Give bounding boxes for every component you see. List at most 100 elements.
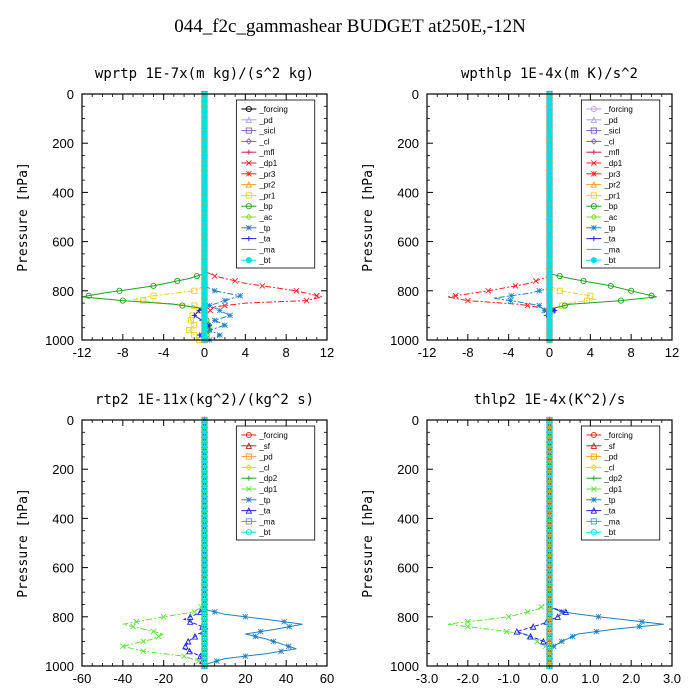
legend-label: _pr1 bbox=[258, 191, 276, 200]
legend-label: _pd bbox=[258, 116, 272, 125]
legend-entry: _dp2 bbox=[586, 474, 623, 483]
series-marker bbox=[184, 637, 192, 645]
legend-marker bbox=[245, 506, 253, 514]
legend-marker bbox=[590, 116, 598, 123]
legend-marker bbox=[246, 149, 252, 155]
series-marker bbox=[303, 297, 310, 304]
legend-marker bbox=[245, 180, 253, 188]
legend-marker bbox=[590, 257, 597, 264]
legend-entry: _bt bbox=[586, 528, 616, 537]
series-marker bbox=[191, 632, 199, 640]
y-tick-label: 1000 bbox=[45, 659, 74, 674]
panel-title: rtp2 1E-11x(kg^2)/(kg^2 s) bbox=[95, 392, 314, 408]
legend-marker bbox=[245, 518, 252, 525]
series-marker bbox=[201, 100, 208, 107]
series-marker bbox=[293, 287, 300, 294]
x-tick-label: -60 bbox=[73, 671, 92, 686]
y-axis-label: Pressure [hPa] bbox=[16, 488, 31, 598]
legend-entry: _mfl bbox=[241, 148, 275, 157]
legend-label: _sf bbox=[603, 442, 615, 451]
legend-entry: _tp bbox=[586, 496, 616, 505]
series-marker bbox=[593, 628, 600, 635]
legend-label: _bt bbox=[603, 256, 616, 265]
series-marker bbox=[546, 317, 553, 324]
legend-entry: _bp bbox=[586, 202, 618, 211]
legend-label: _tp bbox=[258, 224, 271, 233]
legend-label: _forcing bbox=[603, 105, 632, 114]
series-marker bbox=[536, 302, 543, 309]
legend-label: _ac bbox=[603, 213, 617, 222]
series-marker bbox=[201, 184, 208, 191]
legend-label: _ta bbox=[258, 507, 271, 516]
budget-panel-4: thlp2 1E-4x(K^2)/s Pressure [hPa] -3.0 -2.0… bbox=[361, 392, 681, 686]
legend-entry: _bt bbox=[241, 256, 271, 265]
x-tick-label: 2.0 bbox=[622, 671, 640, 686]
series-marker bbox=[155, 633, 162, 640]
series-marker bbox=[558, 638, 565, 645]
legend-entry: _tp bbox=[586, 224, 616, 233]
series-marker bbox=[636, 623, 643, 630]
series-marker bbox=[201, 243, 208, 250]
series-marker bbox=[503, 628, 510, 635]
series-marker bbox=[201, 164, 208, 171]
series-marker bbox=[191, 608, 198, 615]
series-marker bbox=[546, 199, 553, 206]
series-marker bbox=[211, 287, 218, 294]
series-marker bbox=[150, 282, 157, 289]
y-tick-label: 0 bbox=[412, 413, 419, 428]
x-tick-label: 12 bbox=[320, 345, 334, 360]
series-marker bbox=[546, 282, 553, 289]
series-marker bbox=[617, 297, 625, 304]
legend-marker bbox=[245, 170, 252, 177]
series-marker bbox=[196, 307, 202, 314]
y-tick-label: 400 bbox=[52, 185, 74, 200]
y-axis-label: Pressure [hPa] bbox=[16, 162, 31, 272]
legend-entry: _pr3 bbox=[241, 170, 276, 179]
series-marker bbox=[552, 307, 558, 314]
x-tick-label: -20 bbox=[154, 671, 173, 686]
legend-label: _dp1 bbox=[258, 485, 277, 494]
series-marker bbox=[550, 643, 557, 650]
legend-label: _tp bbox=[258, 496, 271, 505]
series-marker bbox=[546, 277, 553, 285]
x-tick-label: 0 bbox=[201, 671, 208, 686]
series-marker bbox=[242, 613, 249, 620]
series-marker bbox=[221, 302, 228, 309]
legend-label: _pd bbox=[603, 453, 617, 462]
series-marker bbox=[507, 297, 514, 304]
legend-entry: _dp1 bbox=[241, 485, 278, 494]
legend-marker bbox=[245, 224, 252, 231]
series-marker bbox=[201, 120, 208, 127]
legend-entry: _pd bbox=[241, 116, 273, 125]
series-marker bbox=[546, 332, 553, 339]
series-marker bbox=[201, 130, 208, 137]
y-tick-label: 0 bbox=[67, 413, 74, 428]
legend-entry: _cl bbox=[586, 463, 615, 472]
y-tick-label: 600 bbox=[397, 235, 419, 250]
series-marker bbox=[191, 322, 198, 329]
panel-title: wpthlp 1E-4x(m K)/s^2 bbox=[461, 66, 638, 82]
legend-label: _cl bbox=[258, 137, 269, 146]
series-marker bbox=[259, 282, 266, 289]
series-marker bbox=[191, 287, 198, 294]
series-marker bbox=[546, 179, 553, 186]
legend-marker bbox=[590, 518, 597, 525]
series-marker bbox=[546, 164, 553, 171]
series-marker bbox=[639, 618, 645, 625]
series-marker bbox=[130, 623, 136, 630]
series-marker bbox=[196, 332, 202, 338]
series-marker bbox=[546, 120, 553, 127]
series-marker bbox=[558, 608, 565, 615]
legend-marker bbox=[246, 236, 252, 242]
x-tick-label: -12 bbox=[418, 345, 437, 360]
legend-marker bbox=[590, 431, 597, 439]
series-marker bbox=[546, 297, 553, 304]
series-marker bbox=[140, 648, 147, 655]
series-marker bbox=[201, 95, 208, 102]
series-marker bbox=[207, 322, 213, 328]
series-bt bbox=[546, 90, 553, 344]
legend-label: _forcing bbox=[258, 105, 287, 114]
series-marker bbox=[485, 287, 492, 294]
legend-marker bbox=[245, 105, 252, 113]
legend-marker bbox=[590, 496, 597, 503]
